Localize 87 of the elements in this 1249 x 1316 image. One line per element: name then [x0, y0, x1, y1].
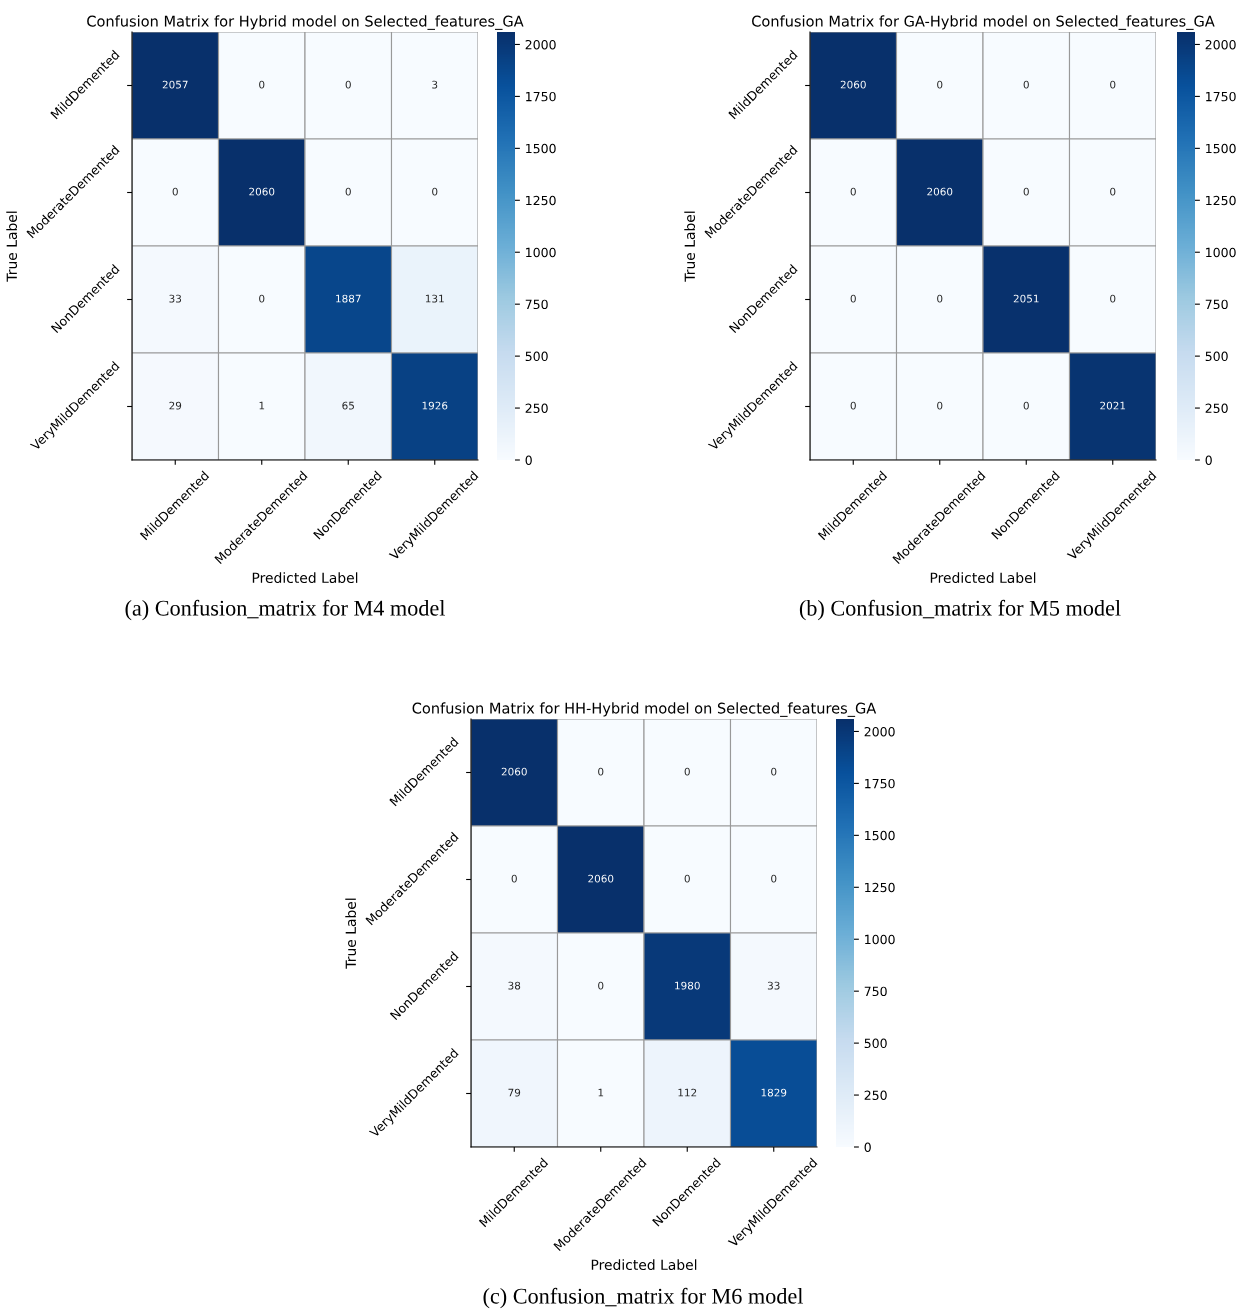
- color-bar-label: 1250: [865, 882, 895, 893]
- color-bar-label: 1500: [865, 830, 895, 841]
- data-label: 2060: [501, 767, 527, 776]
- data-label: 1926: [422, 401, 448, 410]
- data-label: 2060: [249, 187, 275, 196]
- data-label: 0: [771, 767, 777, 776]
- data-label: 3: [432, 80, 438, 89]
- text: (b) Confusion_matrix for M5 model: [799, 599, 1121, 621]
- color-bar-label: 500: [864, 1038, 887, 1049]
- x-axis-title: Predicted Label: [591, 1259, 697, 1271]
- data-label: 33: [169, 294, 182, 303]
- data-label: 2060: [840, 80, 866, 89]
- data-label: 1980: [675, 981, 700, 990]
- data-label: 2060: [588, 874, 614, 883]
- data-label: 0: [684, 874, 690, 883]
- color-bar-label: 1750: [865, 778, 895, 789]
- color-bar-label: 1250: [1206, 195, 1236, 206]
- data-label: 79: [508, 1088, 521, 1097]
- data-label: 0: [850, 294, 856, 303]
- text: (a) Confusion_matrix for M4 model: [125, 599, 446, 621]
- data-label: 0: [511, 874, 517, 883]
- data-label: 0: [684, 767, 690, 776]
- data-label: 0: [1110, 187, 1116, 196]
- color-bar-label: 2000: [1205, 39, 1236, 50]
- data-label: 0: [345, 80, 351, 89]
- data-label: 0: [259, 80, 265, 89]
- data-label: 0: [850, 187, 856, 196]
- data-label: 38: [508, 981, 521, 990]
- color-bar-label: 750: [525, 299, 548, 310]
- data-label: 33: [767, 981, 780, 990]
- color-bar-label: 750: [864, 986, 887, 997]
- data-label: 0: [172, 187, 178, 196]
- data-label: 0: [1023, 187, 1029, 196]
- data-label: 2051: [1013, 294, 1039, 303]
- y-axis-title: True Label: [684, 211, 696, 282]
- data-label: 0: [1110, 294, 1116, 303]
- color-bar-label: 750: [1205, 299, 1228, 310]
- data-label: 0: [345, 187, 351, 196]
- color-bar-label: 250: [525, 403, 548, 413]
- data-label: 0: [937, 294, 943, 303]
- color-bar-label: 0: [525, 455, 532, 465]
- data-label: 0: [432, 187, 438, 196]
- data-label: 1829: [761, 1088, 787, 1097]
- data-label: 0: [1110, 80, 1116, 89]
- data-label: 0: [1023, 401, 1029, 410]
- data-label: 2021: [1100, 401, 1126, 410]
- text: (c) Confusion_matrix for M6 model: [483, 1287, 804, 1309]
- color-bar-label: 500: [525, 351, 548, 362]
- color-bar-label: 1000: [865, 934, 895, 945]
- y-axis-title: True Label: [6, 211, 18, 282]
- data-label: 1887: [336, 294, 361, 303]
- data-label: 0: [937, 80, 943, 89]
- data-label: 29: [169, 401, 182, 410]
- data-label: 0: [850, 401, 856, 410]
- color-bar-label: 1750: [1206, 91, 1236, 102]
- chart-title: Confusion Matrix for GA-Hybrid model on Selected_features_GA: [752, 15, 1215, 30]
- color-bar-label: 1000: [526, 247, 556, 258]
- x-axis-title: Predicted Label: [930, 572, 1036, 584]
- chart-title: Confusion Matrix for Hybrid model on Selected_features_GA: [87, 15, 524, 30]
- x-axis-title: Predicted Label: [252, 572, 358, 584]
- data-label: 0: [1023, 80, 1029, 89]
- color-bar-label: 1500: [526, 143, 556, 154]
- color-bar-label: 1250: [526, 195, 556, 206]
- chart-title: Confusion Matrix for HH-Hybrid model on Selected_features_GA: [412, 702, 877, 717]
- color-bar-label: 2000: [864, 726, 895, 737]
- data-label: 65: [342, 401, 354, 410]
- color-bar-label: 250: [1205, 403, 1228, 413]
- data-label: 1: [598, 1088, 604, 1097]
- data-label: 0: [598, 767, 604, 776]
- color-bar-label: 1000: [1206, 247, 1236, 258]
- data-label: 1: [259, 401, 265, 410]
- data-label: 131: [425, 294, 444, 303]
- color-bar-label: 0: [864, 1142, 871, 1152]
- data-label: 0: [259, 294, 265, 303]
- color-bar-label: 250: [864, 1090, 887, 1100]
- data-label: 112: [678, 1088, 697, 1097]
- color-bar-label: 500: [1205, 351, 1228, 362]
- y-axis-title: True Label: [345, 898, 357, 969]
- color-bar-label: 2000: [525, 39, 556, 50]
- data-label: 0: [598, 981, 604, 990]
- color-bar-label: 1750: [526, 91, 556, 102]
- data-label: 0: [937, 401, 943, 410]
- color-bar-label: 1500: [1206, 143, 1236, 154]
- data-label: 0: [771, 874, 777, 883]
- data-label: 2057: [162, 80, 188, 89]
- color-bar-label: 0: [1205, 455, 1212, 465]
- data-label: 2060: [927, 187, 953, 196]
